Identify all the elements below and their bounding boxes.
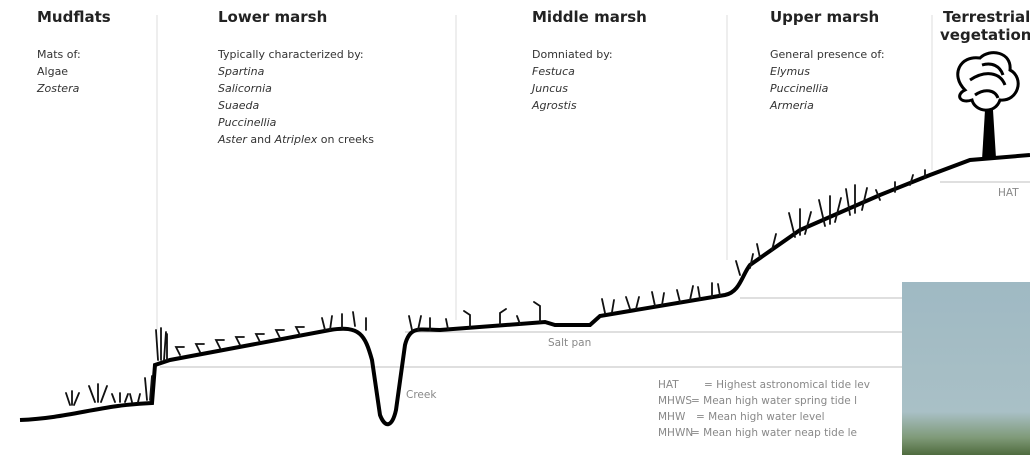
legend-abbr: MHW bbox=[658, 411, 686, 423]
legend: HAT = Highest astronomical tide lev MHWS… bbox=[658, 379, 870, 439]
item-part: Atriplex bbox=[274, 133, 318, 146]
zone-item: Armeria bbox=[769, 99, 814, 112]
zone-intro: Mats of: bbox=[37, 48, 81, 61]
tree bbox=[956, 51, 1020, 160]
zone-item: Salicornia bbox=[218, 82, 272, 95]
item-part: and bbox=[247, 133, 275, 146]
zone-item: Juncus bbox=[530, 82, 568, 95]
salt-pan-label: Salt pan bbox=[548, 337, 591, 349]
zone-item: Puccinellia bbox=[218, 116, 277, 129]
hat-label: HAT bbox=[998, 187, 1019, 199]
item-part: on creeks bbox=[317, 133, 374, 146]
creek-label: Creek bbox=[406, 389, 437, 401]
zone-title: Mudflats bbox=[37, 8, 111, 26]
zone-intro: General presence of: bbox=[770, 48, 885, 61]
legend-text: = Mean high water level bbox=[696, 411, 825, 423]
zone-lower: Lower marsh Typically characterized by: … bbox=[217, 8, 374, 146]
zone-item: Suaeda bbox=[218, 99, 259, 112]
ground-profile bbox=[19, 153, 1030, 427]
zone-item: Elymus bbox=[770, 65, 810, 78]
legend-abbr: HAT bbox=[658, 379, 679, 391]
zone-item: Puccinellia bbox=[770, 82, 829, 95]
separators bbox=[156, 15, 933, 330]
zone-title: Terrestrial bbox=[943, 8, 1030, 26]
zone-middle: Middle marsh Domniated by: Festuca Juncu… bbox=[530, 8, 647, 112]
legend-abbr: MHWN bbox=[658, 427, 693, 439]
zone-mudflats: Mudflats Mats of: Algae Zostera bbox=[36, 8, 111, 95]
zone-title: Middle marsh bbox=[532, 8, 647, 26]
zone-title: vegetation bbox=[940, 26, 1030, 44]
photo-overlay bbox=[902, 282, 1030, 455]
item-part: Aster bbox=[217, 133, 248, 146]
plants bbox=[65, 169, 926, 406]
zone-item: Festuca bbox=[532, 65, 575, 78]
legend-text: = Highest astronomical tide lev bbox=[704, 379, 870, 391]
legend-text: = Mean high water neap tide le bbox=[691, 427, 857, 439]
zone-item: Aster and Atriplex on creeks bbox=[217, 133, 374, 146]
zone-title: Upper marsh bbox=[770, 8, 879, 26]
legend-text: = Mean high water spring tide l bbox=[691, 395, 857, 407]
zone-upper: Upper marsh General presence of: Elymus … bbox=[769, 8, 885, 112]
zone-item: Agrostis bbox=[531, 99, 577, 112]
zone-item: Algae bbox=[37, 65, 68, 78]
zone-item: Spartina bbox=[218, 65, 265, 78]
zone-title: Lower marsh bbox=[218, 8, 327, 26]
zone-intro: Domniated by: bbox=[532, 48, 613, 61]
zone-intro: Typically characterized by: bbox=[217, 48, 364, 61]
zone-terrestrial: Terrestrial vegetation bbox=[940, 8, 1030, 44]
zone-item: Zostera bbox=[36, 82, 80, 95]
legend-abbr: MHWS bbox=[658, 395, 692, 407]
